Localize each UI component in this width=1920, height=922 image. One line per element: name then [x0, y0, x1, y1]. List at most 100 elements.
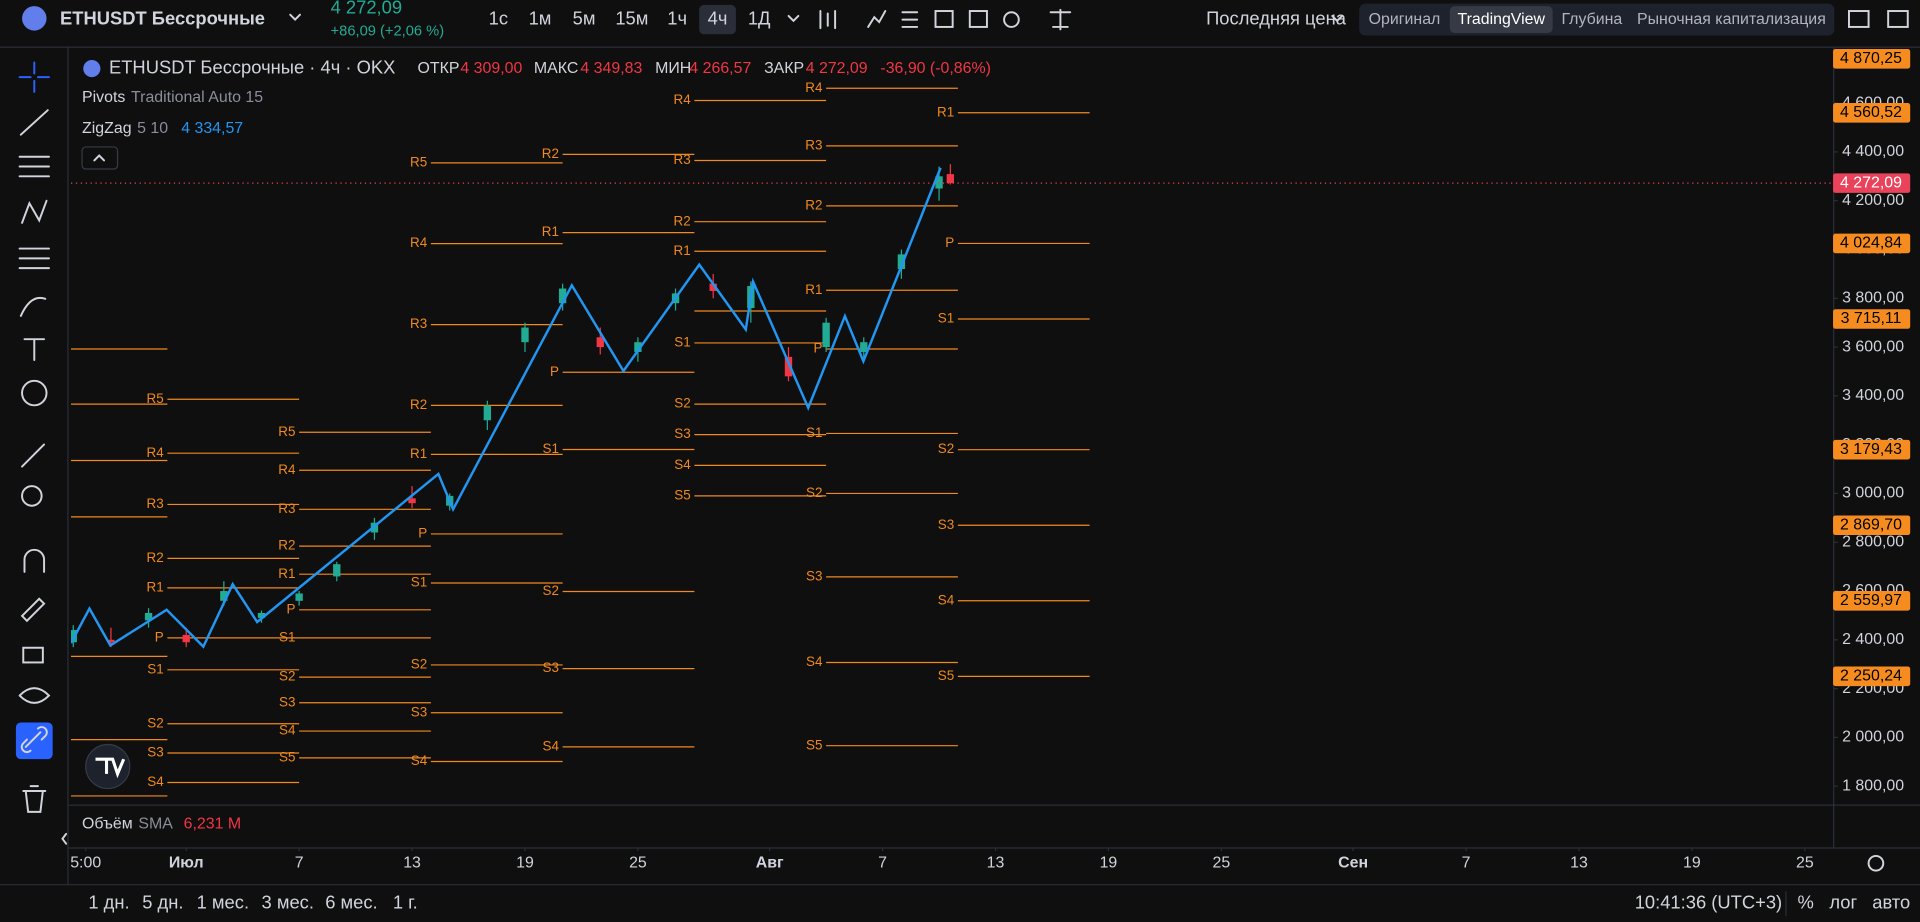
y-tick-label: 4 400,00 — [1842, 143, 1904, 160]
pivot-label: S3 — [542, 660, 558, 675]
tv-logo-mark — [95, 757, 126, 779]
candle-body — [295, 593, 303, 601]
auto-toggle[interactable]: авто — [1872, 892, 1910, 913]
candle-body — [860, 342, 868, 352]
candle-body — [822, 322, 830, 348]
pivot-label: R1 — [674, 243, 691, 258]
candle-body — [784, 356, 793, 377]
interval[interactable]: 1ч — [667, 7, 687, 28]
last-price-badge — [1833, 173, 1911, 193]
interval-chevron[interactable] — [787, 14, 800, 23]
interval[interactable]: 1с — [489, 7, 508, 28]
zigzag-value: 4 334,57 — [181, 120, 243, 137]
view-option[interactable]: Рыночная капитализация — [1637, 11, 1826, 28]
y-tick-label: 3 600,00 — [1842, 338, 1904, 355]
x-tick-label: Июл — [169, 854, 204, 871]
trash-icon[interactable] — [22, 785, 47, 813]
symbol-logo[interactable] — [22, 6, 47, 31]
price-source-chevron[interactable] — [1331, 14, 1344, 23]
pivot-label: S1 — [279, 629, 295, 644]
price-badge — [1833, 666, 1911, 687]
pivot-label: R1 — [805, 282, 822, 297]
price-source[interactable]: Последняя цена — [1206, 7, 1347, 28]
volume-name[interactable]: Объём — [82, 815, 133, 832]
symbol-chevron[interactable] — [289, 13, 301, 21]
toolbar-icons[interactable] — [819, 8, 1072, 31]
y-tick-label: 3 800,00 — [1842, 289, 1904, 306]
legend-close-label: ЗАКР — [764, 60, 804, 77]
interval[interactable]: 4ч — [708, 7, 728, 28]
symbol[interactable]: ETHUSDT Бессрочные — [60, 7, 265, 28]
settings-icon[interactable] — [1867, 854, 1885, 872]
range-button[interactable]: 5 дн. — [142, 892, 183, 913]
pivot-label: S2 — [938, 441, 954, 456]
y-tick-label: 2 400,00 — [1842, 631, 1904, 648]
interval[interactable]: 1м — [529, 7, 552, 28]
legend-logo — [83, 60, 101, 78]
pivot-label: R4 — [410, 235, 428, 250]
price-badge — [1833, 515, 1911, 536]
price-badge — [1833, 233, 1911, 254]
range-button[interactable]: 1 мес. — [197, 892, 249, 913]
legend-title: ETHUSDT Бессрочные · 4ч · OKX — [109, 56, 395, 77]
fullscreen-icon[interactable] — [1848, 10, 1870, 28]
candle-body — [257, 612, 266, 618]
pivot-label: S3 — [411, 704, 427, 719]
pivot-label: S1 — [806, 425, 822, 440]
view-option[interactable]: TradingView — [1457, 11, 1545, 28]
pivot-label: R4 — [805, 80, 823, 95]
pivot-label: R2 — [278, 538, 295, 553]
collapse-button[interactable] — [81, 146, 119, 170]
price-badge — [1833, 48, 1911, 69]
zigzag-name[interactable]: ZigZag — [82, 120, 132, 137]
candle-body — [107, 639, 115, 643]
pivot-label: P — [418, 526, 427, 541]
pivot-label: R3 — [805, 137, 822, 152]
link-tool[interactable] — [15, 722, 53, 760]
range-button[interactable]: 3 мес. — [262, 892, 314, 913]
price-badge-label: 4 560,52 — [1840, 104, 1902, 121]
view-option[interactable]: Глубина — [1561, 11, 1622, 28]
axes: 1 800,002 000,002 200,002 400,002 600,00… — [70, 48, 1911, 871]
window-icon[interactable] — [1887, 10, 1909, 28]
header-change: +86,09 (+2,06 %) — [331, 24, 445, 40]
drawing-tools[interactable] — [18, 61, 51, 704]
candle-body — [333, 564, 341, 577]
pivots-params: Traditional Auto 15 — [131, 89, 263, 106]
pivot-label: S1 — [411, 575, 427, 590]
pivot-label: S5 — [279, 749, 295, 764]
pivot-label: S4 — [806, 654, 823, 669]
log-toggle[interactable]: лог — [1829, 892, 1857, 913]
x-tick-label: 13 — [987, 854, 1005, 871]
price-badge — [1833, 590, 1911, 611]
header-price: 4 272,09 — [331, 0, 402, 17]
interval[interactable]: 5м — [573, 7, 596, 28]
legend-high: 4 349,83 — [580, 60, 642, 77]
interval[interactable]: 15м — [615, 7, 648, 28]
price-badge-label: 2 869,70 — [1840, 516, 1902, 533]
pivot-label: S2 — [674, 396, 690, 411]
plot-area: R5 R4 R3 R2 R1 P S1 S2 S3 S4 R5 R4 R3 R2 R1 P S1 S2 S3 S4 S5… — [71, 80, 1834, 797]
view-option[interactable]: Оригинал — [1369, 11, 1441, 28]
x-tick-label: 25 — [1796, 854, 1814, 871]
pivot-label: S3 — [938, 517, 954, 532]
pivot-label: S5 — [806, 737, 822, 752]
candle-body — [946, 174, 955, 184]
pivot-label: S5 — [674, 487, 690, 502]
legend-change: -36,90 (-0,86%) — [880, 60, 991, 77]
range-button[interactable]: 1 г. — [393, 892, 418, 913]
views: Оригинал TradingView Глубина Рыночная капит… — [1369, 11, 1826, 28]
range-button[interactable]: 1 дн. — [88, 892, 129, 913]
interval[interactable]: 1Д — [748, 7, 771, 28]
ranges: 1 дн. 5 дн. 1 мес. 3 мес. 6 мес. 1 г. — [88, 892, 417, 913]
scroll-left[interactable] — [61, 832, 68, 845]
pivot-label: R5 — [278, 424, 295, 439]
candle-body — [709, 283, 717, 291]
percent-toggle[interactable]: % — [1798, 892, 1814, 913]
pivots-name[interactable]: Pivots — [82, 89, 125, 106]
legend-close: 4 272,09 — [806, 60, 868, 77]
range-button[interactable]: 6 мес. — [325, 892, 377, 913]
legend-low: 4 266,57 — [689, 60, 751, 77]
link-icon — [20, 726, 48, 754]
